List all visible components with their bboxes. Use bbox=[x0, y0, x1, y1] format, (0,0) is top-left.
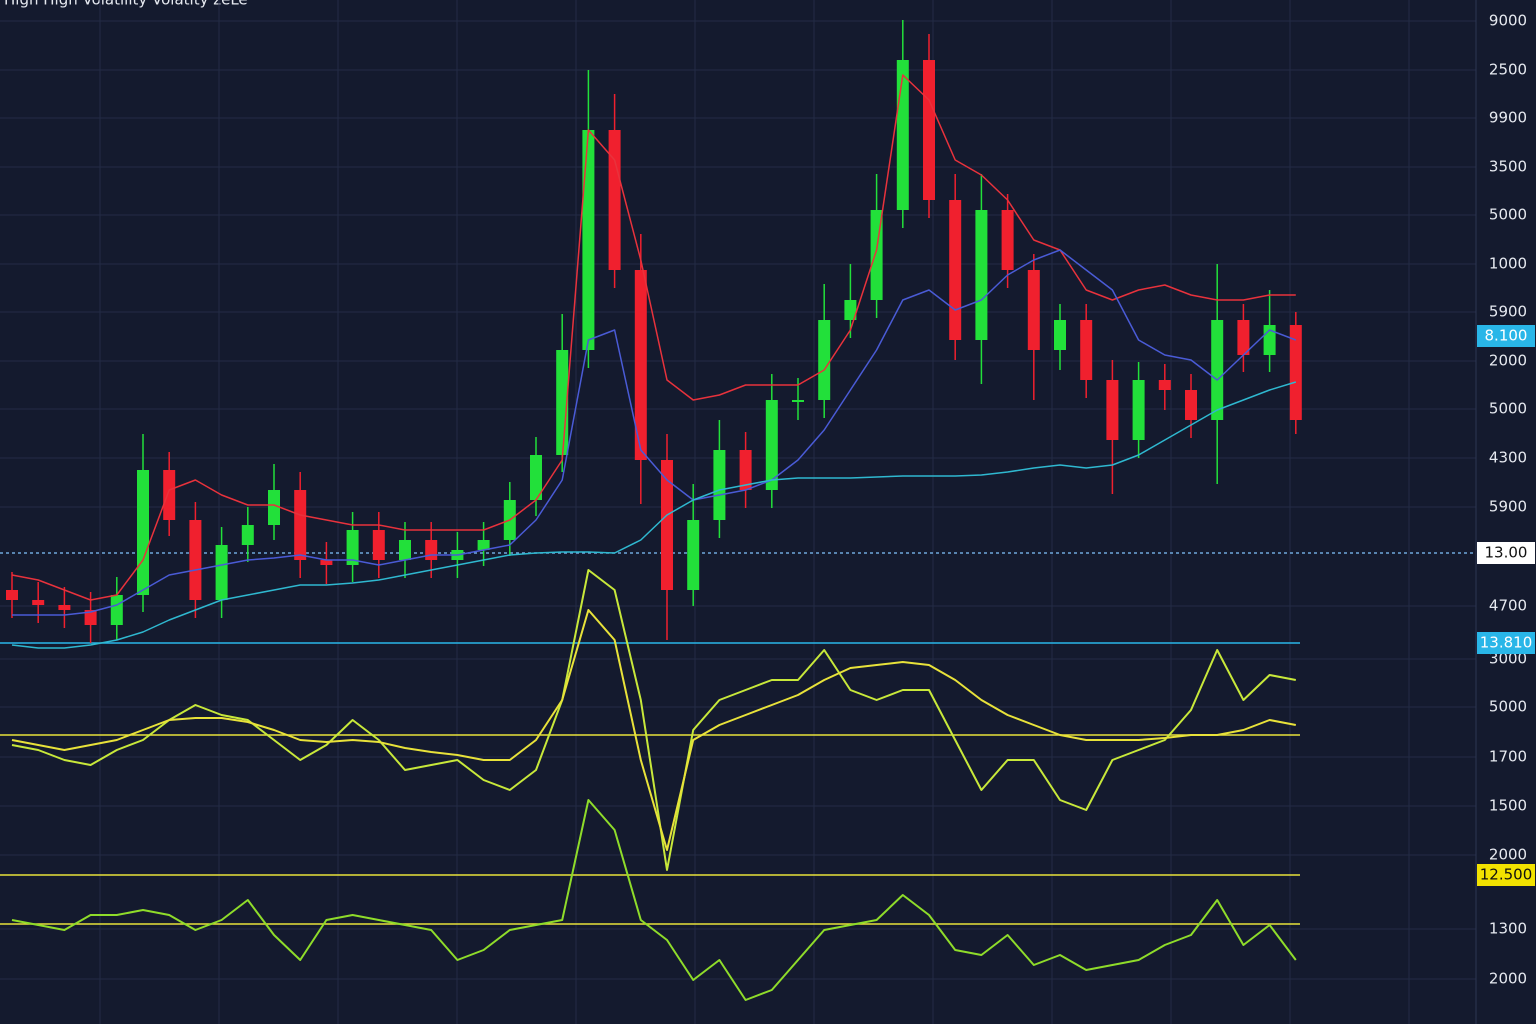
y-tick-label: 5900 bbox=[1489, 498, 1527, 516]
candle-body bbox=[975, 210, 988, 340]
indicator-line bbox=[11, 381, 1297, 649]
y-tick-label: 9000 bbox=[1489, 12, 1527, 30]
candle-body bbox=[268, 490, 280, 525]
price-tag bbox=[1477, 632, 1535, 654]
candle-body bbox=[32, 600, 45, 605]
candle-body bbox=[215, 545, 228, 600]
candle-body bbox=[1185, 390, 1197, 420]
candle-body bbox=[294, 490, 307, 560]
y-tick-label: 1000 bbox=[1489, 255, 1527, 273]
candle-body bbox=[1237, 320, 1250, 355]
y-tick-label: 2500 bbox=[1489, 61, 1527, 79]
price-tag bbox=[1477, 325, 1535, 347]
candle-body bbox=[634, 270, 647, 460]
candle-body bbox=[1211, 320, 1224, 420]
candle-body bbox=[530, 455, 542, 500]
candle-body bbox=[399, 540, 411, 560]
candle-body bbox=[713, 450, 726, 520]
price-tag-label: 8.100 bbox=[1485, 327, 1528, 345]
candle-body bbox=[896, 60, 909, 210]
y-tick-label: 5900 bbox=[1489, 303, 1527, 321]
candle-body bbox=[1158, 380, 1171, 390]
candle-body bbox=[1289, 325, 1302, 420]
candle-body bbox=[241, 525, 254, 545]
price-tag-label: 12.500 bbox=[1480, 866, 1533, 884]
candle-body bbox=[110, 595, 123, 625]
y-tick-label: 1500 bbox=[1489, 797, 1527, 815]
candle-body bbox=[1080, 320, 1093, 380]
y-tick-label: 1700 bbox=[1489, 748, 1527, 766]
candle-body bbox=[1132, 380, 1145, 440]
price-tag bbox=[1477, 864, 1535, 886]
y-tick-label: 1300 bbox=[1489, 920, 1527, 938]
y-tick-label: 5000 bbox=[1489, 400, 1527, 418]
candle-body bbox=[765, 400, 778, 490]
candle-body bbox=[608, 130, 621, 270]
indicator-line bbox=[12, 249, 1297, 616]
price-tag-label: 13.00 bbox=[1485, 544, 1528, 562]
candle-body bbox=[425, 540, 438, 560]
price-tag-label: 13.810 bbox=[1480, 634, 1533, 652]
candle-body bbox=[739, 450, 752, 490]
indicator-line bbox=[11, 609, 1296, 851]
y-tick-label: 2000 bbox=[1489, 846, 1527, 864]
candle-body bbox=[1027, 270, 1040, 350]
indicator-line bbox=[11, 74, 1296, 601]
candle-body bbox=[189, 520, 202, 600]
candle-body bbox=[372, 530, 385, 560]
indicator-line bbox=[11, 799, 1297, 1001]
indicator-line bbox=[11, 569, 1296, 871]
y-tick-label: 4300 bbox=[1489, 449, 1527, 467]
y-tick-label: 4700 bbox=[1489, 597, 1527, 615]
candle-body bbox=[346, 530, 359, 565]
candle-body bbox=[844, 300, 857, 320]
y-tick-label: 5000 bbox=[1489, 698, 1527, 716]
y-tick-label: 2000 bbox=[1489, 352, 1527, 370]
chart-title: High High Volatility Volatity zeLe bbox=[4, 0, 248, 9]
candle-body bbox=[949, 200, 962, 340]
candle-body bbox=[1001, 210, 1014, 270]
candle-body bbox=[84, 610, 97, 625]
candle-body bbox=[6, 590, 18, 600]
y-tick-label: 2000 bbox=[1489, 970, 1527, 988]
y-tick-label: 5000 bbox=[1489, 206, 1527, 224]
y-tick-label: 3500 bbox=[1489, 158, 1527, 176]
candle-body bbox=[818, 320, 831, 400]
candle-body bbox=[923, 60, 935, 200]
candle-body bbox=[163, 470, 176, 520]
candle-body bbox=[792, 400, 804, 402]
candle-body bbox=[687, 520, 700, 590]
candle-body bbox=[137, 470, 149, 595]
price-tag bbox=[1477, 542, 1535, 564]
candle-body bbox=[320, 560, 333, 565]
candle-body bbox=[661, 460, 673, 590]
candle-body bbox=[58, 605, 71, 610]
candle-body bbox=[1054, 320, 1066, 350]
candle-body bbox=[1106, 380, 1119, 440]
candle-body bbox=[477, 540, 490, 550]
candle-body bbox=[582, 130, 595, 350]
y-tick-label: 9900 bbox=[1489, 109, 1527, 127]
